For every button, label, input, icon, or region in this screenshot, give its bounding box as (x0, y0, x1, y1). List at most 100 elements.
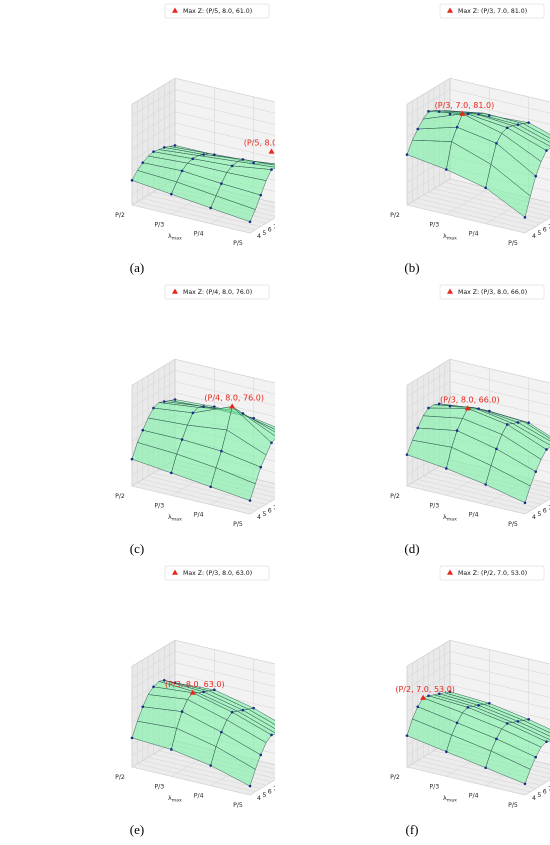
data-point (259, 753, 263, 757)
tick-labels: P/2P/3P/4P/54567891011120102030405060708… (115, 212, 275, 247)
legend: Max Z: (P/3, 8.0, 66.0) (439, 284, 545, 300)
data-point (437, 692, 441, 696)
data-point (241, 708, 245, 712)
y-grid-line (417, 659, 536, 789)
data-point (173, 398, 177, 401)
data-point (448, 404, 452, 408)
x-axis-label: λmax (443, 232, 457, 242)
y-tick-label: 4 (532, 514, 536, 521)
surface-face (485, 465, 531, 504)
x-tick-label: P/3 (429, 783, 439, 790)
panel-c: (P/4, 8.0, 76.0)P/2P/3P/4P/5456789101112… (0, 281, 275, 562)
data-point (527, 718, 530, 721)
max-marker (268, 148, 275, 154)
surface-plot-f: (P/2, 7.0, 53.0)P/2P/3P/4P/5456789101112… (390, 565, 550, 837)
legend: Max Z: (P/3, 8.0, 63.0) (164, 565, 270, 581)
data-point (427, 110, 430, 113)
surface-points (405, 402, 548, 505)
x-tick-label: P/2 (390, 493, 400, 500)
data-point (213, 405, 216, 408)
data-point (162, 679, 166, 682)
data-point (141, 161, 145, 164)
surface-plot-b: (P/3, 7.0, 81.0)P/2P/3P/4P/5456789101112… (390, 3, 550, 275)
y-grid-line (142, 378, 261, 508)
y-grid-line (147, 94, 267, 224)
surface (406, 403, 550, 504)
x-tick-label: P/3 (154, 783, 164, 790)
data-point (495, 447, 498, 451)
data-point (259, 193, 263, 197)
max-annotation: (P/2, 7.0, 53.0) (395, 685, 455, 694)
data-point (448, 690, 452, 694)
tick-labels: P/2P/3P/4P/54567891011120102030405060708… (115, 493, 275, 528)
x-tick-label: P/3 (429, 221, 439, 228)
legend-text: Max Z: (P/3, 8.0, 63.0) (183, 570, 252, 577)
legend-text: Max Z: (P/3, 7.0, 81.0) (458, 8, 527, 15)
y-grid-line (137, 100, 256, 230)
data-point (252, 161, 255, 165)
data-point (455, 125, 459, 129)
x-tick-label: P/4 (469, 793, 479, 800)
data-point (455, 721, 459, 725)
data-point (488, 701, 491, 705)
data-point (523, 782, 527, 786)
data-point (152, 685, 155, 689)
y-grid-line (131, 104, 251, 234)
x-tick-label: P/4 (469, 512, 479, 519)
tick-labels: P/2P/3P/4P/54567891011120102030405060708… (390, 212, 550, 247)
legend-text: Max Z: (P/3, 8.0, 66.0) (458, 289, 527, 296)
panel-b: (P/3, 7.0, 81.0)P/2P/3P/4P/5456789101112… (275, 0, 550, 281)
legend-box (164, 284, 270, 300)
data-point (416, 705, 420, 709)
y-grid-line (147, 656, 267, 786)
legend-marker (447, 7, 453, 13)
data-point (488, 114, 491, 117)
x-axis-label-sub: max (447, 518, 457, 523)
data-point (516, 123, 520, 126)
y-tick-label: 4 (257, 795, 261, 802)
data-point (213, 688, 216, 692)
surface (406, 110, 550, 218)
data-point (427, 694, 430, 698)
x-tick-label: P/2 (115, 212, 125, 219)
data-point (130, 179, 134, 182)
data-point (241, 158, 245, 161)
surface-plot-a: (P/5, 8.0, 61.0)P/2P/3P/4P/5456789101112… (115, 3, 275, 275)
surface (131, 399, 275, 501)
data-point (248, 499, 252, 502)
x-axis-label-sub: max (447, 799, 457, 804)
max-annotation: (P/3, 7.0, 81.0) (435, 101, 495, 110)
legend-box (164, 565, 270, 581)
legend-box (439, 565, 545, 581)
data-point (445, 750, 448, 753)
data-point (455, 429, 459, 432)
data-point (545, 740, 548, 743)
y-tick-label: 6 (543, 508, 547, 515)
y-tick-label: 6 (268, 508, 272, 515)
x-axis-label-sub: max (172, 237, 182, 242)
data-point (445, 168, 448, 171)
x-tick-label: P/5 (508, 240, 518, 247)
legend: Max Z: (P/3, 7.0, 81.0) (439, 3, 545, 19)
panel-d: (P/3, 8.0, 66.0)P/2P/3P/4P/5456789101112… (275, 281, 550, 562)
data-point (191, 411, 195, 415)
y-tick-label: 6 (543, 227, 547, 234)
y-tick-label: 5 (537, 230, 541, 237)
surface-face (412, 126, 458, 142)
panel-a: (P/5, 8.0, 61.0)P/2P/3P/4P/5456789101112… (0, 0, 275, 281)
surface (131, 680, 275, 787)
data-point (230, 710, 234, 714)
max-annotation: (P/3, 8.0, 63.0) (165, 680, 225, 689)
y-grid-line (131, 385, 251, 515)
data-point (270, 168, 273, 171)
data-point (141, 428, 145, 432)
y-tick-label: 4 (257, 233, 261, 240)
panel-caption: (c) (130, 541, 144, 556)
data-point (505, 423, 509, 426)
x-tick-label: P/2 (390, 212, 400, 219)
data-point (241, 412, 245, 415)
data-point (484, 766, 487, 770)
data-point (220, 730, 223, 734)
y-tick-label: 4 (532, 233, 536, 240)
x-tick-label: P/5 (508, 802, 518, 809)
